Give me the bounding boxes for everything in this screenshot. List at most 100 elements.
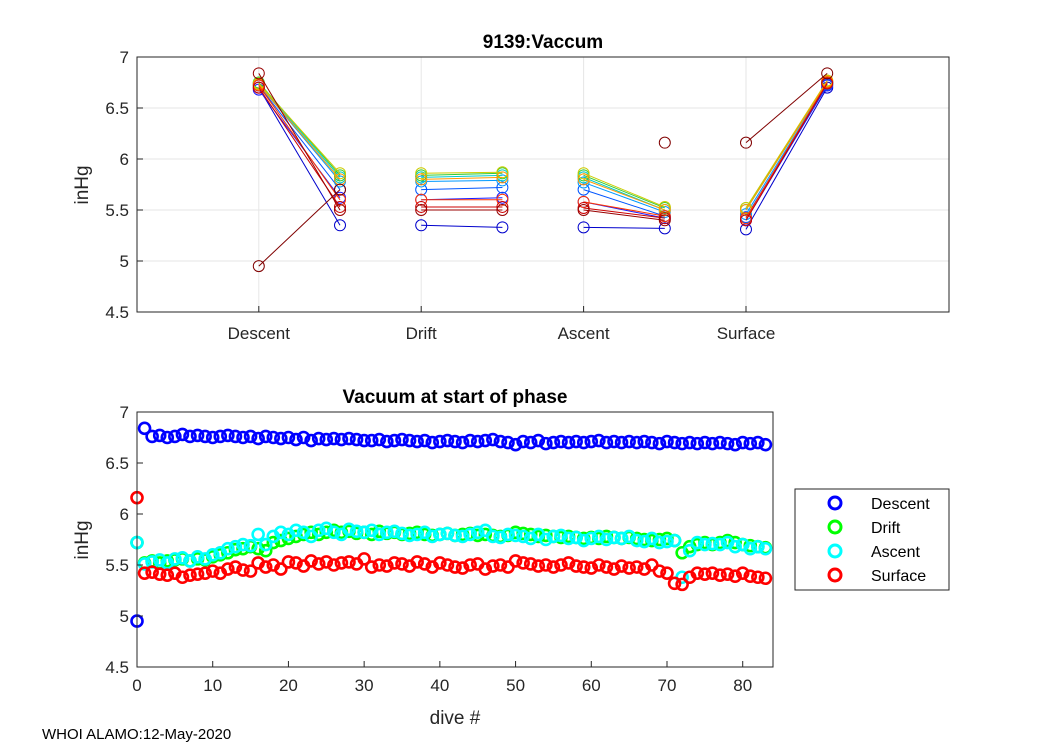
top-line-segment	[421, 174, 503, 178]
bottom-point	[304, 554, 318, 568]
bottom-point	[380, 525, 394, 540]
bottom-y-axis-label: inHg	[72, 520, 93, 559]
bottom-point	[463, 527, 477, 542]
bottom-point	[168, 552, 182, 566]
bottom-point	[274, 431, 288, 446]
top-point	[415, 219, 428, 232]
bottom-point	[258, 429, 273, 444]
bottom-point	[236, 537, 250, 552]
bottom-point	[198, 566, 212, 580]
bottom-point	[705, 566, 720, 580]
top-point	[334, 219, 346, 232]
bottom-point	[304, 525, 318, 540]
bottom-point	[720, 436, 735, 451]
bottom-point	[236, 430, 250, 445]
top-point	[415, 173, 428, 186]
bottom-point	[228, 539, 243, 554]
bottom-point	[152, 428, 167, 443]
top-point	[496, 181, 509, 194]
bottom-point	[183, 429, 197, 444]
bottom-point	[667, 576, 682, 591]
top-line-segment	[421, 172, 503, 176]
top-xtick-label: Ascent	[558, 324, 610, 343]
bottom-point	[455, 529, 470, 544]
top-ytick-label: 5	[120, 252, 129, 271]
top-line-segment	[258, 189, 341, 267]
top-ytick-label: 6.5	[105, 99, 129, 118]
top-point	[740, 136, 752, 149]
top-point	[334, 183, 346, 196]
bottom-point	[364, 560, 379, 574]
bottom-point	[546, 435, 561, 450]
bottom-point	[364, 433, 379, 448]
bottom-point	[751, 539, 765, 554]
top-line-segment	[258, 73, 341, 211]
bottom-point	[455, 435, 470, 450]
bottom-point	[569, 434, 583, 449]
bottom-point	[561, 531, 576, 546]
legend-marker-surface	[827, 567, 843, 583]
bottom-point	[387, 556, 402, 570]
bottom-point	[539, 436, 553, 451]
top-line-segment	[745, 83, 828, 221]
top-ytick-label: 5.5	[105, 201, 129, 220]
bottom-point	[546, 560, 561, 574]
bottom-point	[743, 541, 758, 556]
bottom-xtick-label: 50	[506, 676, 525, 695]
bottom-point	[652, 535, 667, 550]
bottom-point	[751, 435, 765, 450]
bottom-point	[417, 433, 432, 448]
bottom-point	[629, 435, 644, 450]
bottom-point	[342, 555, 356, 569]
bottom-point	[311, 431, 326, 446]
top-line-segment	[421, 187, 503, 191]
bottom-point	[629, 533, 644, 548]
bottom-xtick-label: 20	[279, 676, 298, 695]
top-chart: 4.5 5 5.5 6 6.5 7 Descent Drift Ascent Surface 91…	[72, 32, 950, 343]
bottom-ytick-label: 5.5	[105, 556, 129, 575]
bottom-point	[539, 532, 553, 547]
bottom-point	[152, 567, 167, 581]
top-line-segment	[258, 83, 341, 174]
bottom-point	[758, 437, 773, 452]
bottom-point	[236, 541, 250, 556]
top-line-segment	[583, 172, 665, 208]
bottom-point	[402, 528, 417, 543]
bottom-point	[523, 557, 538, 571]
bottom-point	[652, 564, 667, 578]
bottom-point	[516, 434, 530, 449]
legend-label-drift: Drift	[871, 520, 901, 537]
bottom-point	[160, 568, 175, 583]
bottom-point	[713, 568, 727, 583]
bottom-point	[145, 565, 159, 579]
bottom-point	[190, 428, 205, 443]
bottom-point	[395, 432, 409, 447]
bottom-point	[183, 568, 197, 583]
bottom-point	[743, 569, 758, 584]
top-point	[577, 204, 590, 216]
top-point	[577, 173, 590, 186]
top-line-segment	[258, 84, 341, 180]
top-point	[658, 204, 671, 216]
top-line-segment	[583, 201, 665, 217]
bottom-point	[251, 431, 265, 446]
bottom-point	[243, 429, 258, 444]
top-line-segment	[258, 85, 341, 190]
top-point	[252, 81, 265, 94]
bottom-point	[667, 533, 682, 548]
bottom-point	[546, 529, 561, 544]
bottom-point	[682, 435, 697, 450]
bottom-point	[660, 534, 674, 549]
bottom-point	[425, 529, 440, 544]
top-point	[577, 167, 590, 180]
bottom-ytick-label: 7	[120, 403, 129, 422]
bottom-point	[221, 428, 235, 443]
bottom-point	[425, 435, 440, 450]
top-point	[334, 173, 346, 186]
bottom-point	[289, 432, 303, 447]
legend-marker-drift	[827, 519, 843, 535]
bottom-point	[433, 556, 447, 570]
bottom-point	[372, 432, 387, 447]
bottom-point	[713, 435, 727, 450]
bottom-point	[152, 553, 167, 567]
